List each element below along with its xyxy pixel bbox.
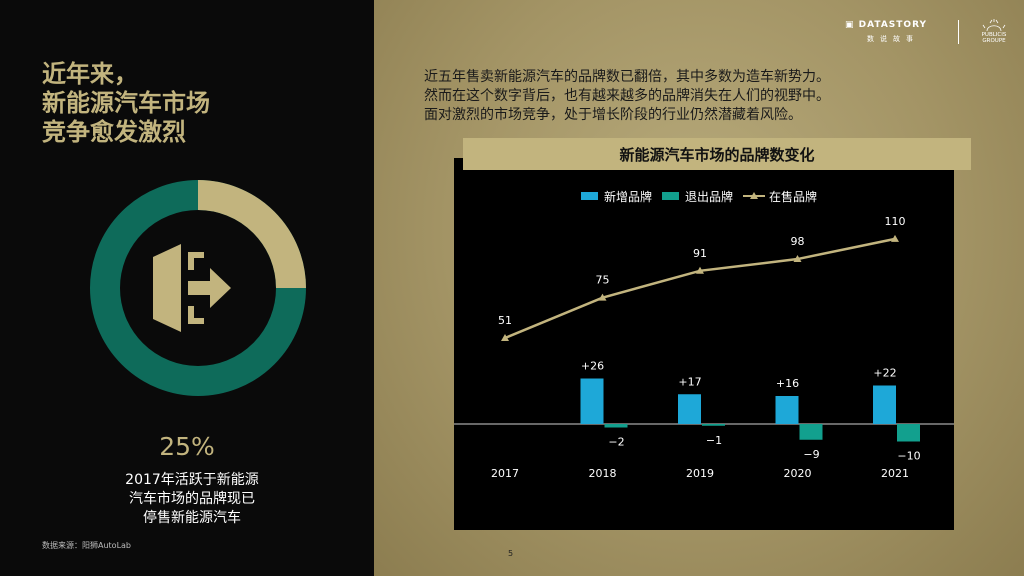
chart-plot: 2017 2018 +26 −2 2019 +17 −1 2020 +16 −9 2021 +22 −1… xyxy=(454,215,954,480)
datastory-subtitle: 数说故事 xyxy=(867,35,919,43)
legend-swatch-new xyxy=(581,192,598,200)
publicis-lion-icon xyxy=(982,19,1006,32)
chart-background xyxy=(454,158,954,530)
data-source: 数据来源：阳狮AutoLab xyxy=(42,541,132,550)
x-tick-label: 2017 xyxy=(491,467,519,480)
bar-exit-brand xyxy=(604,424,628,428)
line-point-onsale xyxy=(598,293,607,301)
percent-value: 25% xyxy=(159,432,215,461)
chart-legend: 新增品牌 退出品牌 在售品牌 xyxy=(581,188,827,204)
logo-area: ▣ DATASTORY 数说故事 PUBLICIS GROUPE xyxy=(845,18,1015,48)
bar-exit-brand xyxy=(799,424,823,440)
line-label-onsale: 98 xyxy=(791,235,805,248)
page-title: 近年来， 新能源汽车市场 竞争愈发激烈 xyxy=(42,60,210,147)
line-label-onsale: 91 xyxy=(693,247,707,260)
bar-label-new: +26 xyxy=(581,360,604,373)
page-number: 5 xyxy=(508,549,514,558)
bar-label-exit: −9 xyxy=(803,448,819,461)
line-point-onsale xyxy=(696,266,704,274)
line-point-onsale xyxy=(501,334,509,341)
publicis-logo: PUBLICIS GROUPE xyxy=(973,18,1015,50)
intro-line-2: 然而在这个数字背后，也有越来越多的品牌消失在人们的视野中。 xyxy=(424,88,830,104)
x-tick-label: 2018 xyxy=(589,467,617,480)
bar-label-new: +22 xyxy=(873,367,896,380)
legend-item-exit: 退出品牌 xyxy=(662,188,733,205)
chart-title: 新能源汽车市场的品牌数变化 xyxy=(619,146,815,164)
legend-label-new: 新增品牌 xyxy=(604,189,653,204)
percent-description: 2017年活跃于新能源 汽车市场的品牌现已 停售新能源汽车 xyxy=(0,471,384,528)
bar-new-brand xyxy=(678,394,701,424)
bar-label-exit: −10 xyxy=(897,450,920,463)
line-label-onsale: 75 xyxy=(596,274,610,287)
bar-label-exit: −2 xyxy=(608,436,624,449)
title-line-2: 新能源汽车市场 xyxy=(42,89,210,117)
datastory-mark-icon: ▣ xyxy=(845,20,855,30)
legend-label-exit: 退出品牌 xyxy=(685,189,734,204)
chart-title-bar: 新能源汽车市场的品牌数变化 xyxy=(463,138,971,170)
desc-line-1: 2017年活跃于新能源 xyxy=(125,472,259,488)
legend-item-onsale: 在售品牌 xyxy=(743,188,817,205)
x-tick-label: 2019 xyxy=(686,467,714,480)
legend-label-onsale: 在售品牌 xyxy=(769,189,818,204)
x-tick-label: 2021 xyxy=(881,467,909,480)
title-line-3: 竞争愈发激烈 xyxy=(42,118,186,146)
bar-new-brand xyxy=(873,385,896,424)
donut-chart xyxy=(90,180,306,396)
publicis-line-2: GROUPE xyxy=(982,38,1006,44)
left-panel: 近年来， 新能源汽车市场 竞争愈发激烈 25% 2017年活跃于新能源 汽车市场… xyxy=(0,0,374,576)
line-label-onsale: 51 xyxy=(498,314,512,327)
desc-line-3: 停售新能源汽车 xyxy=(143,510,241,526)
bar-new-brand xyxy=(580,378,604,424)
datastory-logo: ▣ DATASTORY xyxy=(845,20,927,30)
desc-line-2: 汽车市场的品牌现已 xyxy=(129,491,255,507)
title-line-1: 近年来， xyxy=(42,60,138,88)
datastory-name: DATASTORY xyxy=(858,20,928,30)
publicis-line-1: PUBLICIS xyxy=(981,32,1007,38)
donut-share-arc xyxy=(90,180,306,396)
x-tick-label: 2020 xyxy=(784,467,812,480)
intro-text: 近五年售卖新能源汽车的品牌数已翻倍，其中多数为造车新势力。 然而在这个数字背后，… xyxy=(424,68,830,125)
intro-line-3: 面对激烈的市场竞争，处于增长阶段的行业仍然潜藏着风险。 xyxy=(424,107,802,123)
exit-arrow-icon xyxy=(153,244,231,332)
bar-exit-brand xyxy=(897,424,920,442)
legend-swatch-exit xyxy=(662,192,680,200)
bar-exit-brand xyxy=(702,424,725,426)
legend-item-new: 新增品牌 xyxy=(581,188,652,205)
line-point-onsale xyxy=(793,255,802,263)
intro-line-1: 近五年售卖新能源汽车的品牌数已翻倍，其中多数为造车新势力。 xyxy=(424,69,830,85)
line-label-onsale: 110 xyxy=(885,215,906,228)
bar-label-new: +17 xyxy=(678,375,701,388)
line-point-onsale xyxy=(891,234,899,242)
legend-swatch-onsale xyxy=(743,192,766,200)
bar-label-exit: −1 xyxy=(706,434,722,447)
bar-label-new: +16 xyxy=(776,377,799,390)
bar-new-brand xyxy=(775,396,799,424)
logo-divider xyxy=(958,20,959,44)
